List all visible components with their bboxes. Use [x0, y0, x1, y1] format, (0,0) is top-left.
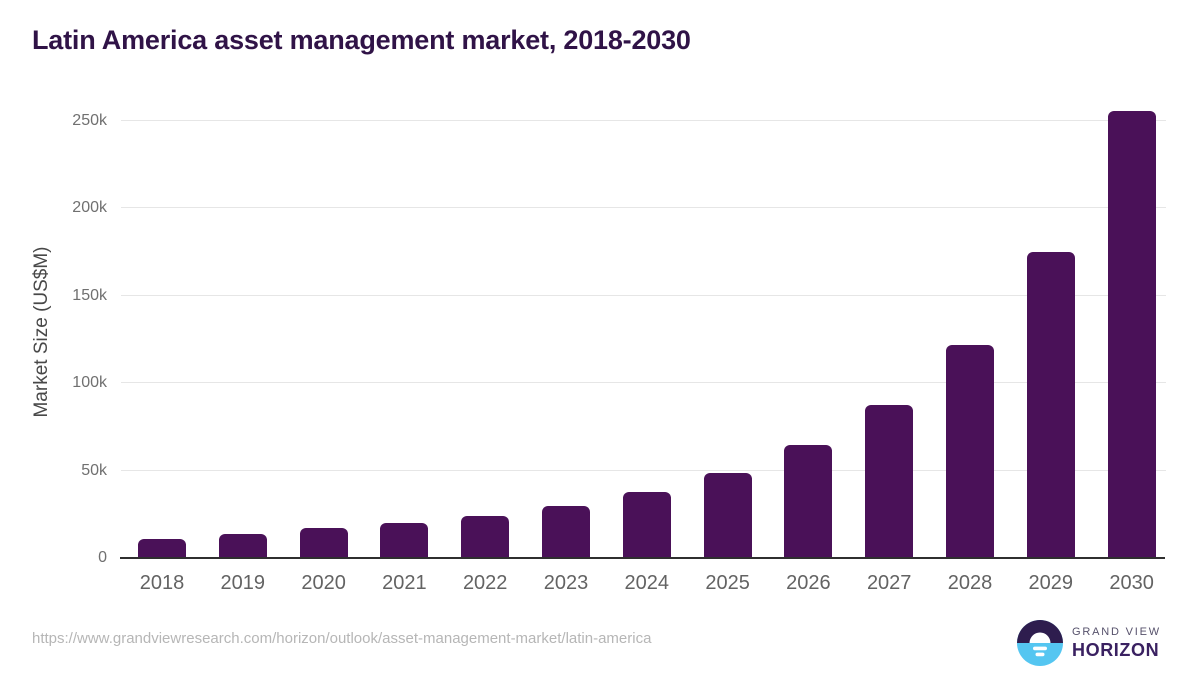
- y-tick-50k: 50k: [81, 461, 107, 479]
- y-tick-250k: 250k: [72, 111, 107, 129]
- logo-brand-bottom: HORIZON: [1072, 639, 1160, 660]
- gridline-50k: [121, 469, 1166, 471]
- bar-2018[interactable]: [138, 539, 186, 558]
- x-tick-2026: 2026: [786, 572, 831, 594]
- x-tick-2028: 2028: [947, 572, 993, 594]
- bar-2020[interactable]: [299, 528, 348, 558]
- gridline-150k: [121, 294, 1166, 296]
- gridline-100k: [121, 382, 1166, 383]
- bar-2026[interactable]: [784, 445, 833, 558]
- brand-logo: GRAND VIEW HORIZON: [1017, 620, 1161, 666]
- x-tick-2029: 2029: [1028, 572, 1074, 594]
- plot-area: [120, 100, 1166, 559]
- y-tick-200k: 200k: [72, 199, 107, 216]
- chart-title: Latin America asset management market, 2…: [32, 25, 691, 55]
- x-axis-line: [120, 557, 1165, 559]
- gridline-200k: [121, 207, 1166, 208]
- x-tick-2030: 2030: [1109, 572, 1154, 594]
- y-tick-150k: 150k: [72, 286, 107, 304]
- y-tick-0: 0: [98, 549, 107, 566]
- x-tick-2027: 2027: [866, 572, 912, 594]
- x-tick-2021: 2021: [382, 572, 427, 594]
- bar-2019[interactable]: [218, 533, 267, 558]
- bar-2030[interactable]: [1107, 111, 1156, 558]
- bar-2024[interactable]: [622, 491, 671, 558]
- x-tick-2018: 2018: [139, 572, 185, 594]
- bar-2029[interactable]: [1026, 252, 1075, 558]
- logo-brand-top: GRAND VIEW: [1072, 625, 1161, 638]
- bar-2025[interactable]: [703, 473, 752, 558]
- x-tick-2024: 2024: [624, 572, 670, 594]
- bar-2027[interactable]: [865, 404, 914, 558]
- y-tick-100k: 100k: [72, 374, 107, 391]
- source-url: https://www.grandviewresearch.com/horizo…: [32, 630, 652, 647]
- gridline-250k: [121, 119, 1166, 121]
- x-tick-2020: 2020: [301, 572, 346, 594]
- x-tick-2023: 2023: [543, 572, 589, 594]
- bar-2022[interactable]: [461, 515, 510, 558]
- bar-2028[interactable]: [946, 344, 994, 558]
- grand-view-horizon-icon: [1017, 620, 1063, 666]
- x-tick-2022: 2022: [462, 572, 508, 594]
- x-tick-2025: 2025: [705, 572, 750, 594]
- x-tick-2019: 2019: [220, 572, 266, 594]
- bar-2023[interactable]: [542, 505, 590, 558]
- bar-2021[interactable]: [380, 523, 429, 558]
